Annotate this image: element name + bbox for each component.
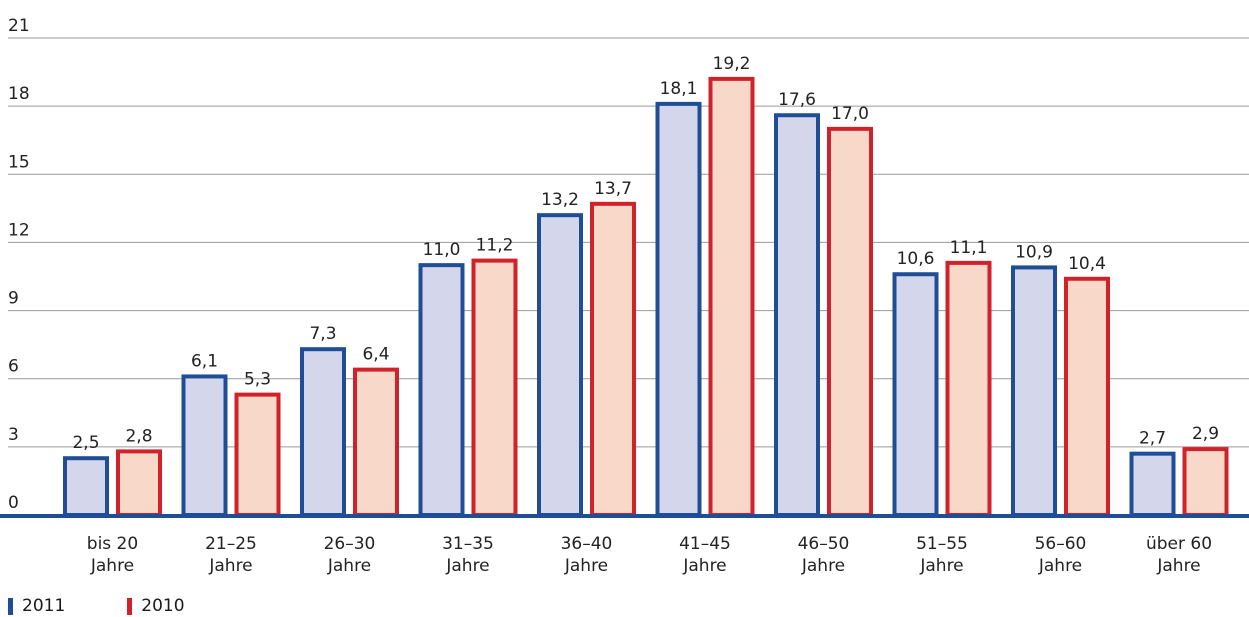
x-category-label-line: 21–25 — [205, 534, 257, 554]
legend-label-2011: 2011 — [22, 596, 66, 616]
x-category-label: 26–30 Jahre — [324, 534, 376, 576]
bar-chart: 0 3 6 9 12 15 18 21 2,5 2,8 6,1 5,3 7,3 6,4 11,0 11,2 1… — [0, 16, 1249, 576]
x-category-label: 46–50 Jahre — [798, 534, 850, 576]
bar-2011 — [1011, 265, 1057, 517]
y-tick-label: 21 — [8, 16, 30, 36]
value-label: 11,0 — [423, 240, 461, 260]
bar-2010 — [945, 260, 992, 517]
y-tick-label: 0 — [8, 493, 19, 513]
bar-2010 — [1182, 447, 1229, 517]
value-label: 2,7 — [1139, 429, 1166, 449]
y-tick-label: 6 — [8, 357, 19, 377]
x-category-label-line: Jahre — [208, 556, 252, 576]
bar-2011 — [892, 272, 939, 517]
legend-label-2010: 2010 — [141, 596, 185, 616]
y-tick-label: 12 — [8, 220, 30, 240]
x-category-label-line: Jahre — [801, 556, 845, 576]
x-category-label: 36–40 Jahre — [561, 534, 613, 576]
x-category-label-line: 46–50 — [798, 534, 850, 554]
value-label: 7,3 — [309, 324, 336, 344]
bar-2010 — [471, 258, 518, 517]
bar-2011 — [537, 213, 583, 518]
x-category-label-line: 36–40 — [561, 534, 613, 554]
x-category-label-line: Jahre — [90, 556, 134, 576]
value-label: 11,1 — [950, 238, 988, 258]
value-label: 10,9 — [1015, 242, 1053, 262]
bar-2010 — [708, 76, 755, 517]
y-tick-label: 18 — [8, 84, 30, 104]
x-category-label: 41–45 Jahre — [679, 534, 731, 576]
bar-2010 — [827, 126, 873, 517]
bar-2010 — [234, 392, 281, 517]
value-label: 6,4 — [362, 345, 389, 365]
value-label: 13,7 — [594, 179, 632, 199]
bar-2010 — [116, 449, 162, 517]
x-category-label-line: Jahre — [327, 556, 371, 576]
value-label: 5,3 — [244, 370, 271, 390]
value-label: 10,6 — [897, 249, 935, 269]
value-label: 2,9 — [1192, 424, 1219, 444]
y-tick-label: 15 — [8, 152, 30, 172]
x-category-label-line: 51–55 — [916, 534, 968, 554]
x-category-label-line: 56–60 — [1035, 534, 1087, 554]
x-category-label: bis 20 Jahre — [87, 534, 138, 576]
x-category-label-line: Jahre — [919, 556, 963, 576]
value-label: 11,2 — [476, 236, 514, 256]
x-category-label-line: Jahre — [1156, 556, 1200, 576]
bar-2011 — [774, 113, 820, 517]
value-label: 17,0 — [831, 104, 869, 124]
x-category-label-line: 31–35 — [442, 534, 494, 554]
bars — [63, 76, 1229, 518]
x-category-label-line: Jahre — [564, 556, 608, 576]
value-label: 13,2 — [541, 190, 579, 210]
x-category-label-line: über 60 — [1146, 534, 1212, 554]
bar-2010 — [353, 367, 399, 517]
y-axis-ticks: 0 3 6 9 12 15 18 21 — [8, 16, 30, 513]
x-category-label: 56–60 Jahre — [1035, 534, 1087, 576]
legend: 2011 2010 — [8, 596, 247, 616]
bar-2011 — [181, 374, 228, 518]
x-category-label: 51–55 Jahre — [916, 534, 968, 576]
x-category-label-line: 41–45 — [679, 534, 731, 554]
value-label: 2,8 — [125, 426, 152, 446]
bar-2011 — [63, 456, 109, 518]
legend-item-2010: 2010 — [127, 596, 185, 616]
legend-item-2011: 2011 — [8, 596, 65, 616]
bar-2011 — [655, 101, 702, 517]
bar-2010 — [1064, 276, 1110, 517]
value-label: 10,4 — [1068, 254, 1106, 274]
x-category-label-line: Jahre — [682, 556, 726, 576]
value-labels: 2,5 2,8 6,1 5,3 7,3 6,4 11,0 11,2 13,2 13,7 18,1 19… — [72, 54, 1219, 453]
value-label: 17,6 — [778, 90, 816, 110]
y-tick-label: 3 — [8, 425, 19, 445]
value-label: 2,5 — [72, 433, 99, 453]
x-category-label-line: bis 20 — [87, 534, 138, 554]
legend-swatch-2010 — [127, 597, 133, 615]
legend-swatch-2011 — [8, 597, 13, 615]
bar-2010 — [590, 201, 636, 517]
value-label: 19,2 — [713, 54, 751, 74]
x-category-label-line: Jahre — [1038, 556, 1082, 576]
x-category-label: 31–35 Jahre — [442, 534, 494, 576]
x-category-label-line: Jahre — [445, 556, 489, 576]
bar-2011 — [1129, 451, 1176, 517]
value-label: 6,1 — [191, 351, 218, 371]
x-category-label: 21–25 Jahre — [205, 534, 257, 576]
x-category-label: über 60 Jahre — [1146, 534, 1212, 576]
x-category-label-line: 26–30 — [324, 534, 376, 554]
value-label: 18,1 — [660, 79, 698, 99]
y-tick-label: 9 — [8, 289, 19, 309]
bar-2011 — [418, 263, 465, 517]
bar-2011 — [300, 347, 346, 517]
